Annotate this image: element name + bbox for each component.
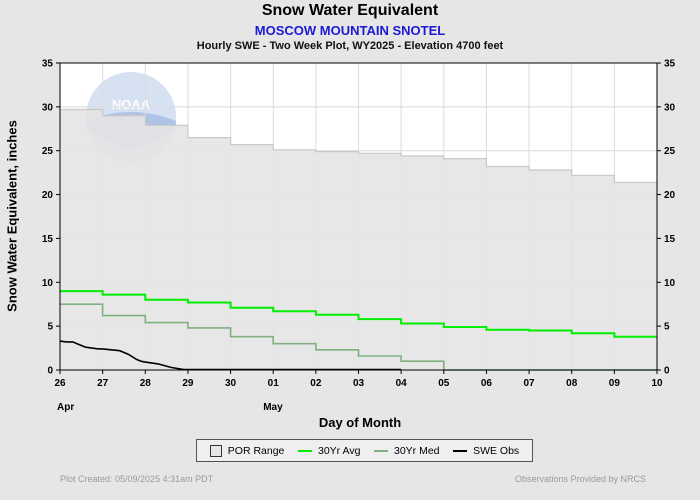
x-tick-label: 02 bbox=[310, 378, 322, 389]
y-tick-label: 25 bbox=[42, 146, 54, 157]
por-range-swatch bbox=[209, 444, 222, 457]
credit-text: Observations Provided by NRCS bbox=[515, 474, 647, 484]
noaa-logo-text: NOAA bbox=[112, 97, 151, 112]
legend-label-swe-obs: SWE Obs bbox=[473, 444, 520, 457]
x-tick-label: 01 bbox=[268, 378, 280, 389]
x-tick-label: 07 bbox=[524, 378, 536, 389]
legend-label-30yr-avg: 30Yr Avg bbox=[317, 444, 361, 457]
legend-item-30yr-avg: 30Yr Avg bbox=[297, 444, 361, 457]
chart-title: Snow Water Equivalent bbox=[261, 2, 439, 19]
y-tick-label: 20 bbox=[42, 190, 54, 201]
y-tick-label: 0 bbox=[47, 366, 53, 377]
x-tick-label: 09 bbox=[609, 378, 621, 389]
y-tick-label-right: 0 bbox=[664, 366, 670, 377]
x-tick-label: 27 bbox=[97, 378, 109, 389]
avg-line bbox=[60, 290, 657, 338]
legend: POR Range 30Yr Avg 30Yr Med SWE Obs bbox=[196, 439, 533, 462]
y-tick-label-right: 20 bbox=[664, 190, 676, 201]
y-tick-label-right: 25 bbox=[664, 146, 676, 157]
month-label: Apr bbox=[57, 402, 74, 413]
x-tick-label: 10 bbox=[651, 378, 663, 389]
y-tick-label-right: 35 bbox=[664, 59, 676, 70]
plot-created-text: Plot Created: 05/09/2025 4:31am PDT bbox=[60, 474, 214, 484]
y-tick-label-right: 30 bbox=[664, 102, 676, 113]
obs-swatch bbox=[453, 449, 468, 452]
x-tick-label: 30 bbox=[225, 378, 237, 389]
median-swatch bbox=[373, 449, 388, 452]
x-tick-label: 29 bbox=[182, 378, 194, 389]
y-tick-label: 10 bbox=[42, 278, 54, 289]
por-range-top-edge bbox=[60, 108, 657, 183]
y-axis-label: Snow Water Equivalent, inches bbox=[4, 120, 20, 312]
legend-item-por-range: POR Range bbox=[209, 444, 285, 457]
y-tick-label: 5 bbox=[47, 322, 53, 333]
chart-subtitle: Hourly SWE - Two Week Plot, WY2025 - Ele… bbox=[196, 40, 504, 52]
y-tick-label-right: 5 bbox=[664, 322, 670, 333]
x-tick-label: 05 bbox=[438, 378, 450, 389]
y-tick-label: 30 bbox=[42, 102, 54, 113]
legend-label-30yr-med: 30Yr Med bbox=[393, 444, 440, 457]
avg-swatch bbox=[297, 449, 312, 452]
legend-item-30yr-med: 30Yr Med bbox=[373, 444, 440, 457]
y-tick-label: 35 bbox=[42, 59, 54, 70]
por-range-band bbox=[60, 109, 657, 370]
y-tick-label: 15 bbox=[42, 234, 54, 245]
month-label: May bbox=[263, 402, 283, 413]
x-tick-label: 03 bbox=[353, 378, 365, 389]
x-tick-label: 06 bbox=[481, 378, 493, 389]
legend-label-por-range: POR Range bbox=[227, 444, 285, 457]
x-axis-label: Day of Month bbox=[318, 415, 402, 430]
y-tick-label-right: 15 bbox=[664, 234, 676, 245]
x-tick-label: 26 bbox=[54, 378, 66, 389]
y-tick-label-right: 10 bbox=[664, 278, 676, 289]
station-name: MOSCOW MOUNTAIN SNOTEL bbox=[254, 23, 446, 38]
legend-item-swe-obs: SWE Obs bbox=[453, 445, 519, 457]
x-tick-label: 04 bbox=[396, 378, 408, 389]
x-tick-label: 08 bbox=[566, 378, 578, 389]
x-tick-label: 28 bbox=[140, 378, 152, 389]
